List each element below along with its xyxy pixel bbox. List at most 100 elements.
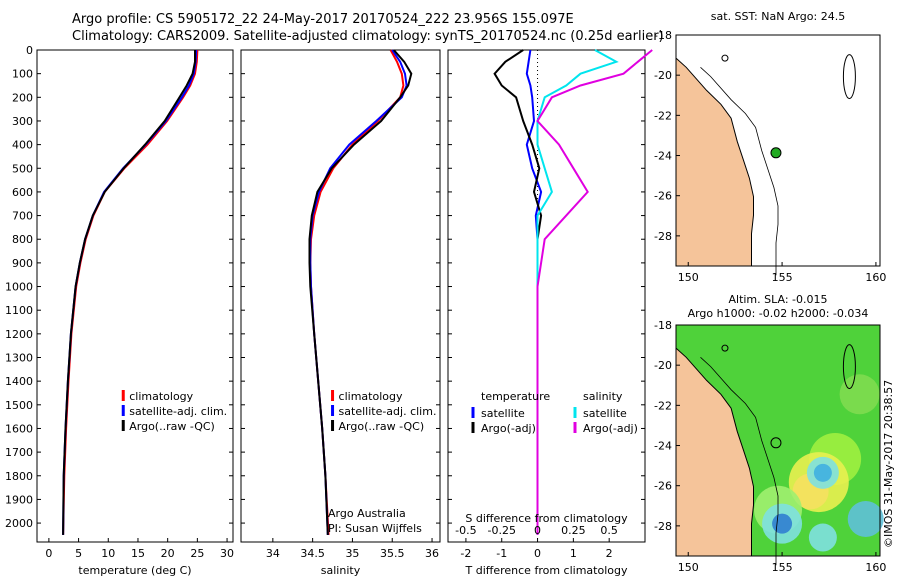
depth-tick-label: 500: [12, 162, 33, 175]
depth-tick-label: 1300: [5, 352, 33, 365]
x-tick-label: 0: [534, 547, 541, 560]
legend-entry: Argo(..raw -QC): [339, 420, 425, 433]
depth-tick-label: 1400: [5, 375, 33, 388]
lat-tick-label: -28: [654, 520, 672, 533]
legend-title-temperature: temperature: [481, 390, 550, 403]
x2label: S difference from climatology: [465, 512, 628, 525]
depth-tick-label: 100: [12, 68, 33, 81]
header-line-2: Climatology: CARS2009. Satellite-adjuste…: [72, 29, 664, 44]
depth-tick-label: 1600: [5, 422, 33, 435]
salinity-frame: [240, 49, 441, 543]
legend-entry: Argo(..raw -QC): [129, 420, 215, 433]
temperature-xlabel: temperature (deg C): [78, 564, 191, 577]
legend-entry: Argo(-adj): [481, 422, 536, 435]
lon-tick-label: 160: [865, 271, 886, 284]
depth-tick-label: 800: [12, 233, 33, 246]
lat-tick-label: -18: [654, 29, 672, 42]
x2-tick-label: -0.5: [455, 524, 476, 537]
lat-tick-label: -18: [654, 319, 672, 332]
land-australia: [675, 56, 754, 267]
x-tick-label: 25: [190, 547, 204, 560]
lat-tick-label: -22: [654, 399, 672, 412]
x-tick-label: 30: [220, 547, 234, 560]
depth-tick-label: 600: [12, 186, 33, 199]
depth-tick-label: 2000: [5, 517, 33, 530]
x-tick-label: 0: [45, 547, 52, 560]
lat-tick-label: -20: [654, 359, 672, 372]
x-tick-label: 10: [101, 547, 115, 560]
island-contour: [721, 344, 729, 352]
lat-tick-label: -26: [654, 480, 672, 493]
x-tick-label: -2: [460, 547, 471, 560]
depth-tick-label: 1500: [5, 399, 33, 412]
series-argo-raw-qc-: [62, 50, 196, 535]
lat-tick-label: -20: [654, 69, 672, 82]
depth-tick-label: 1900: [5, 493, 33, 506]
header-line-1: Argo profile: CS 5905172_22 24-May-2017 …: [72, 12, 574, 27]
series-s-argo-adj-: [536, 49, 653, 535]
legend-entry: satellite-adj. clim.: [339, 405, 437, 418]
depth-tick-label: 1000: [5, 281, 33, 294]
differences-frame: [447, 49, 646, 543]
map-title-line-1: sat. SST: NaN Argo: 24.5: [711, 10, 845, 23]
legend-title-salinity: salinity: [583, 390, 623, 403]
depth-tick-label: 0: [26, 44, 33, 57]
lon-tick-label: 150: [678, 271, 699, 284]
series-argo-raw-qc-: [308, 49, 413, 535]
depth-tick-label: 1800: [5, 470, 33, 483]
lat-tick-label: -22: [654, 109, 672, 122]
lon-tick-label: 160: [865, 561, 886, 574]
map-frame: [675, 34, 881, 267]
series-s-satellite: [536, 49, 619, 535]
depth-tick-label: 900: [12, 257, 33, 270]
lat-tick-label: -24: [654, 440, 672, 453]
legend-entry: climatology: [129, 390, 193, 403]
sla-anomaly-blob: [813, 463, 832, 482]
x-tick-label: 15: [131, 547, 145, 560]
map-frame: [675, 324, 881, 557]
map-title-line-1: Altim. SLA: -0.015: [728, 293, 827, 306]
lat-tick-label: -28: [654, 230, 672, 243]
x-tick-label: 36: [425, 547, 439, 560]
island-contour: [842, 54, 856, 100]
depth-tick-label: 1100: [5, 304, 33, 317]
depth-tick-label: 300: [12, 115, 33, 128]
legend-entry: satellite: [481, 407, 525, 420]
x-tick-label: 5: [75, 547, 82, 560]
lon-tick-label: 155: [772, 271, 793, 284]
legend-entry: climatology: [339, 390, 403, 403]
sla-anomaly-blob: [847, 501, 884, 538]
sla-anomaly-blob: [772, 513, 793, 534]
legend-entry: satellite-adj. clim.: [129, 405, 227, 418]
sla-anomaly-blob: [839, 374, 880, 415]
depth-tick-label: 400: [12, 139, 33, 152]
x-tick-label: 20: [161, 547, 175, 560]
x-tick-label: 35: [345, 547, 359, 560]
island-contour: [842, 344, 856, 390]
argo-location-marker: [770, 437, 782, 449]
legend-entry: satellite: [583, 407, 627, 420]
annotation-line-1: Argo Australia: [328, 507, 406, 520]
reef-contour: [700, 357, 779, 566]
annotation-line-2: PI: Susan Wijffels: [328, 522, 422, 535]
lat-tick-label: -24: [654, 150, 672, 163]
x-tick-label: 1: [570, 547, 577, 560]
differences-xlabel: T difference from climatology: [465, 564, 628, 577]
x2-tick-label: 0.25: [561, 524, 586, 537]
depth-tick-label: 1200: [5, 328, 33, 341]
x-tick-label: -1: [496, 547, 507, 560]
depth-tick-label: 200: [12, 91, 33, 104]
lat-tick-label: -26: [654, 190, 672, 203]
reef-contour: [700, 67, 779, 276]
x2-tick-label: 0.5: [600, 524, 618, 537]
x-tick-label: 34.5: [300, 547, 325, 560]
temperature-frame: [36, 49, 234, 543]
argo-location-marker: [770, 147, 782, 159]
legend-entry: Argo(-adj): [583, 422, 638, 435]
sla-anomaly-blob: [808, 523, 837, 552]
x-tick-label: 35.5: [380, 547, 405, 560]
map-title-line-2: Argo h1000: -0.02 h2000: -0.034: [688, 307, 869, 320]
depth-tick-label: 1700: [5, 446, 33, 459]
x2-tick-label: 0: [534, 524, 541, 537]
